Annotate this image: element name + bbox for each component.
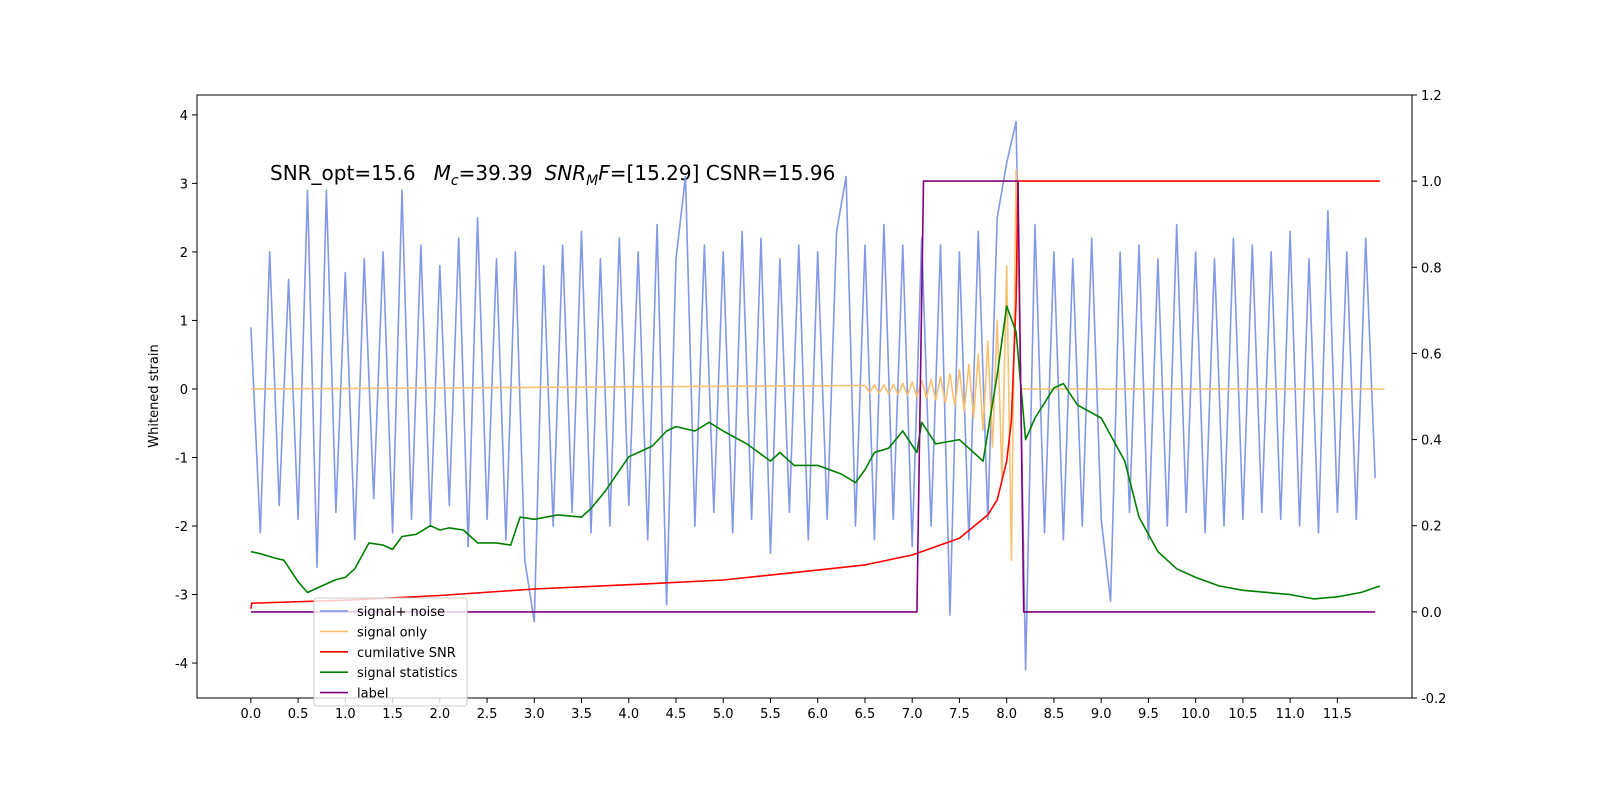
x-tick-label: 10.0 [1181,707,1210,722]
x-tick-label: 5.5 [760,707,781,722]
x-tick-label: 3.5 [571,707,592,722]
x-tick-label: 8.0 [996,707,1017,722]
series-line [250,180,1380,609]
annotation-part: M [434,161,451,185]
annotation-part: F [598,161,610,185]
y2-tick-label: 1.0 [1421,175,1442,190]
x-tick-label: 6.0 [807,707,828,722]
x-tick-label: 2.0 [429,707,450,722]
series-line [250,305,1381,600]
legend-label: cumilative SNR [357,646,456,661]
annotation: SNR_opt=15.6 Mc=39.39 SNRMF=[15.29] CSNR=1… [270,161,835,189]
x-tick-label: 1.0 [335,707,356,722]
y-tick-label: -2 [175,520,188,535]
annotation-part: SNR_opt=15.6 [270,161,416,185]
y-tick-label: 4 [180,109,188,124]
annotation-part: M [586,173,598,189]
annotation-part: =39.39 [459,161,533,185]
y-tick-label: 0 [180,383,188,398]
x-tick-label: 4.0 [618,707,639,722]
legend-label: label [357,687,388,702]
y2-tick-label: 0.2 [1421,520,1442,535]
y2-tick-label: 1.2 [1421,89,1442,104]
series-line [250,168,1385,562]
y-tick-label: 1 [180,314,188,329]
annotation-part: c [451,173,459,189]
x-tick-label: 7.5 [949,707,970,722]
legend-box [313,597,468,707]
y2-tick-label: -0.2 [1421,692,1446,707]
x-tick-label: 8.5 [1044,707,1065,722]
y-tick-label: -1 [175,451,188,466]
legend-label: signal only [357,625,427,640]
x-tick-label: 11.0 [1276,707,1305,722]
x-tick-label: 9.0 [1091,707,1112,722]
legend: signal+ noise signal only cumilative SNR si… [313,597,468,707]
x-tick-label: 7.0 [902,707,923,722]
x-tick-label: 11.5 [1323,707,1352,722]
series-line [250,120,1376,671]
x-tick-label: 9.5 [1138,707,1159,722]
annotation-part: SNR [545,161,587,185]
y-axis-label: Whitened strain [147,344,162,447]
legend-label: signal statistics [357,666,458,681]
y-tick-label: 3 [180,177,188,192]
y2-tick-label: 0.0 [1421,606,1442,621]
y-tick-label: -3 [175,589,188,604]
x-tick-label: 10.5 [1228,707,1257,722]
x-tick-label: 0.0 [241,707,262,722]
x-tick-label: 4.5 [666,707,687,722]
legend-label: signal+ noise [357,605,445,620]
x-tick-label: 2.5 [477,707,498,722]
axes-frame [196,94,1413,699]
y2-tick-label: 0.6 [1421,347,1442,362]
y2-tick-label: 0.4 [1421,434,1442,449]
y-tick-label: -4 [175,657,188,672]
x-tick-label: 3.0 [524,707,545,722]
y-tick-label: 2 [180,246,188,261]
x-tick-label: 0.5 [288,707,309,722]
x-tick-label: 6.5 [855,707,876,722]
x-tick-label: 5.0 [713,707,734,722]
annotation-part: =[15.29] CSNR=15.96 [610,161,836,185]
y2-tick-label: 0.8 [1421,261,1442,276]
series-line [250,180,1376,613]
x-tick-label: 1.5 [382,707,403,722]
